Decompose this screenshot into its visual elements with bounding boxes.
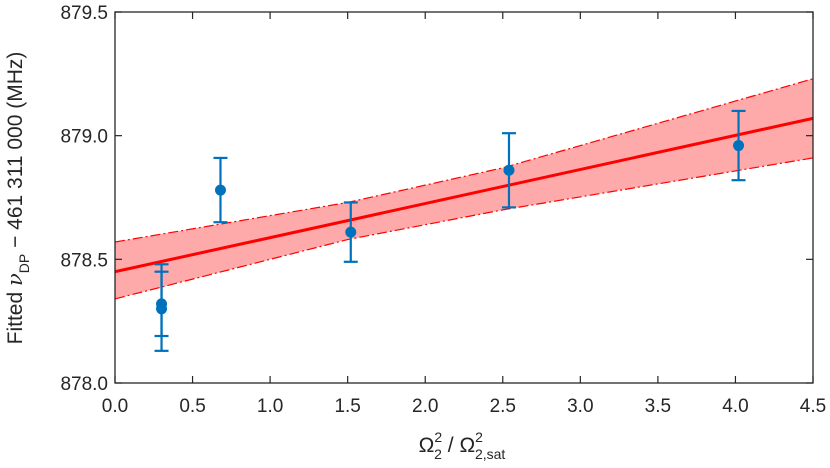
confidence-band [115, 78, 813, 299]
x-axis-title-sup1: 2 [434, 429, 442, 445]
x-axis-title: Ω2 2 / Ω2 2,sat [419, 429, 506, 462]
x-tick-label: 2.5 [490, 396, 516, 417]
x-axis-title-omega2: Ω [459, 434, 475, 457]
x-axis-title-sup2: 2 [475, 429, 483, 445]
y-tick-label: 879.5 [60, 3, 108, 24]
x-tick-label: 0.0 [102, 396, 128, 417]
confidence-band-upper-edge [114, 78, 814, 243]
confidence-band-layer [114, 78, 814, 300]
data-point-4 [343, 201, 358, 263]
x-tick-label: 1.5 [334, 396, 360, 417]
data-marker [503, 164, 515, 176]
data-marker [733, 140, 745, 152]
data-marker [214, 184, 226, 196]
x-tick-label: 4.0 [722, 396, 748, 417]
y-axis-title-suffix: − 461 311 000 (MHz) [4, 52, 27, 254]
y-axis-title-prefix: Fitted [4, 286, 27, 344]
x-tick-label: 4.5 [800, 396, 826, 417]
data-marker [345, 226, 357, 238]
y-tick-label: 878.0 [60, 374, 108, 395]
y-axis-title-symbol: ν [3, 273, 27, 286]
x-tick-label: 0.5 [179, 396, 205, 417]
y-axis-title: Fitted νDP − 461 311 000 (MHz) [3, 52, 32, 345]
y-tick-label: 879.0 [60, 127, 108, 148]
x-ticks-layer: 0.0 0.5 1.0 1.5 2.0 2.5 3.0 3.5 4.0 4.5 [102, 12, 826, 417]
x-axis-title-separator: / [442, 434, 460, 457]
y-tick-label: 878.5 [60, 250, 108, 271]
x-axis-title-sub2: 2,sat [475, 446, 505, 462]
y-ticks-layer: 878.0 878.5 879.0 879.5 [60, 3, 813, 395]
fit-line-layer [114, 116, 814, 274]
data-points-layer [154, 109, 746, 352]
confidence-band-lower-edge [114, 157, 814, 300]
fit-line [114, 116, 814, 274]
data-point-6 [731, 109, 746, 182]
x-tick-label: 2.0 [412, 396, 438, 417]
data-point-2 [154, 263, 169, 352]
x-axis-title-sub1: 2 [434, 446, 442, 462]
plot-frame [114, 11, 814, 384]
x-axis-title-omega: Ω [419, 434, 435, 457]
data-marker [156, 303, 168, 315]
x-tick-label: 3.0 [567, 396, 593, 417]
x-tick-label: 1.0 [257, 396, 283, 417]
x-tick-label: 3.5 [645, 396, 671, 417]
data-point-5 [501, 132, 516, 209]
y-axis-title-sub: DP [16, 254, 32, 273]
data-point-3 [213, 156, 228, 224]
